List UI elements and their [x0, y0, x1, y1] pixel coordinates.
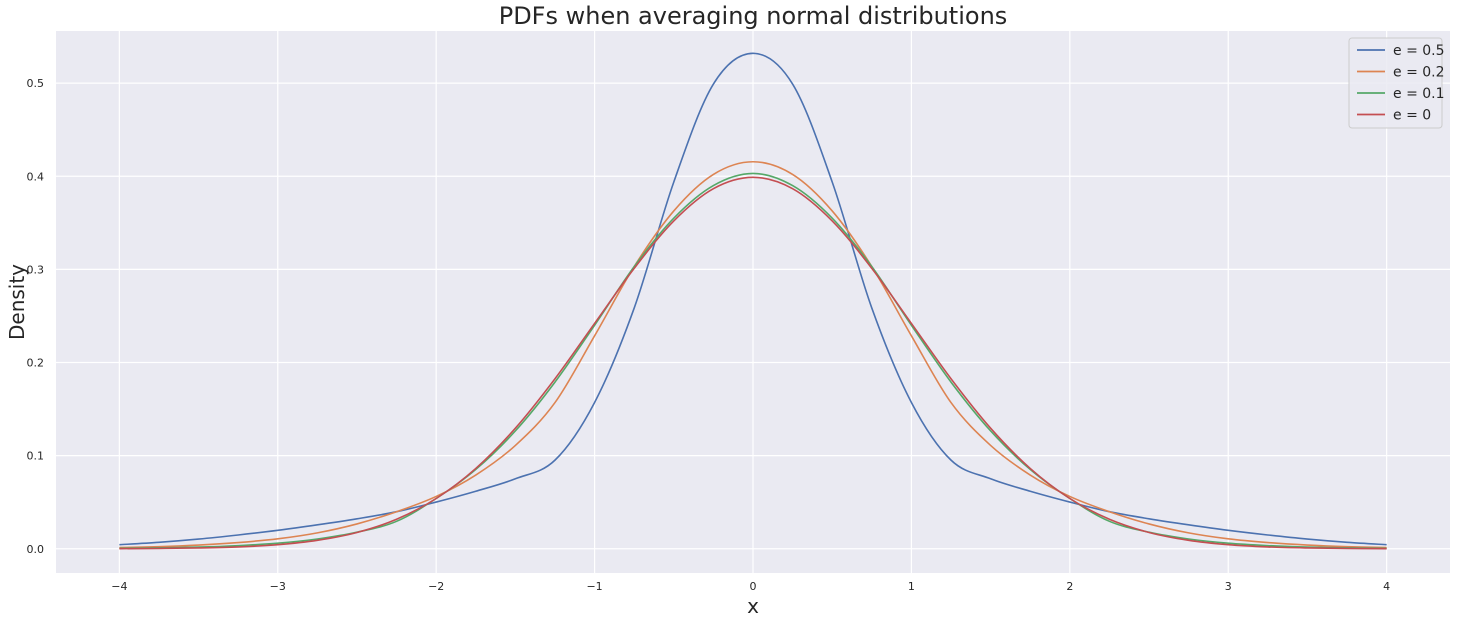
chart-title: PDFs when averaging normal distributions [499, 2, 1008, 30]
y-tick-label: 0.5 [27, 77, 45, 90]
x-tick-label: 2 [1066, 580, 1073, 593]
x-tick-label: −1 [586, 580, 602, 593]
y-tick-label: 0.2 [27, 357, 45, 370]
x-axis-title: x [747, 594, 759, 618]
x-tick-labels: −4 −3 −2 −1 0 1 2 3 4 [111, 580, 1390, 593]
y-axis-title: Density [5, 264, 29, 340]
y-tick-label: 0.4 [27, 170, 45, 183]
series-line-2 [119, 160, 1387, 549]
x-tick-label: −2 [428, 580, 444, 593]
legend-label: e = 0 [1393, 108, 1431, 124]
y-tick-label: 0.1 [27, 450, 45, 463]
series-line-3 [119, 172, 1387, 550]
x-tick-label: 4 [1383, 580, 1390, 593]
x-tick-label: 3 [1225, 580, 1232, 593]
legend-box [1348, 37, 1443, 129]
x-tick-label: 0 [750, 580, 757, 593]
y-tick-labels: 0.0 0.1 0.2 0.3 0.4 0.5 [27, 77, 45, 556]
x-tick-label: −4 [111, 580, 127, 593]
legend-label: e = 0.5 [1393, 43, 1445, 59]
series-line-4 [119, 176, 1387, 550]
series-group [119, 52, 1387, 550]
x-tick-label: −3 [270, 580, 286, 593]
legend-label: e = 0.2 [1393, 65, 1445, 81]
x-tick-label: 1 [908, 580, 915, 593]
legend: e = 0.5 e = 0.2 e = 0.1 e = 0 [1348, 37, 1445, 129]
series-line-1 [119, 52, 1387, 546]
y-tick-label: 0.3 [27, 263, 45, 276]
legend-label: e = 0.1 [1393, 86, 1445, 102]
y-tick-label: 0.0 [27, 543, 45, 556]
